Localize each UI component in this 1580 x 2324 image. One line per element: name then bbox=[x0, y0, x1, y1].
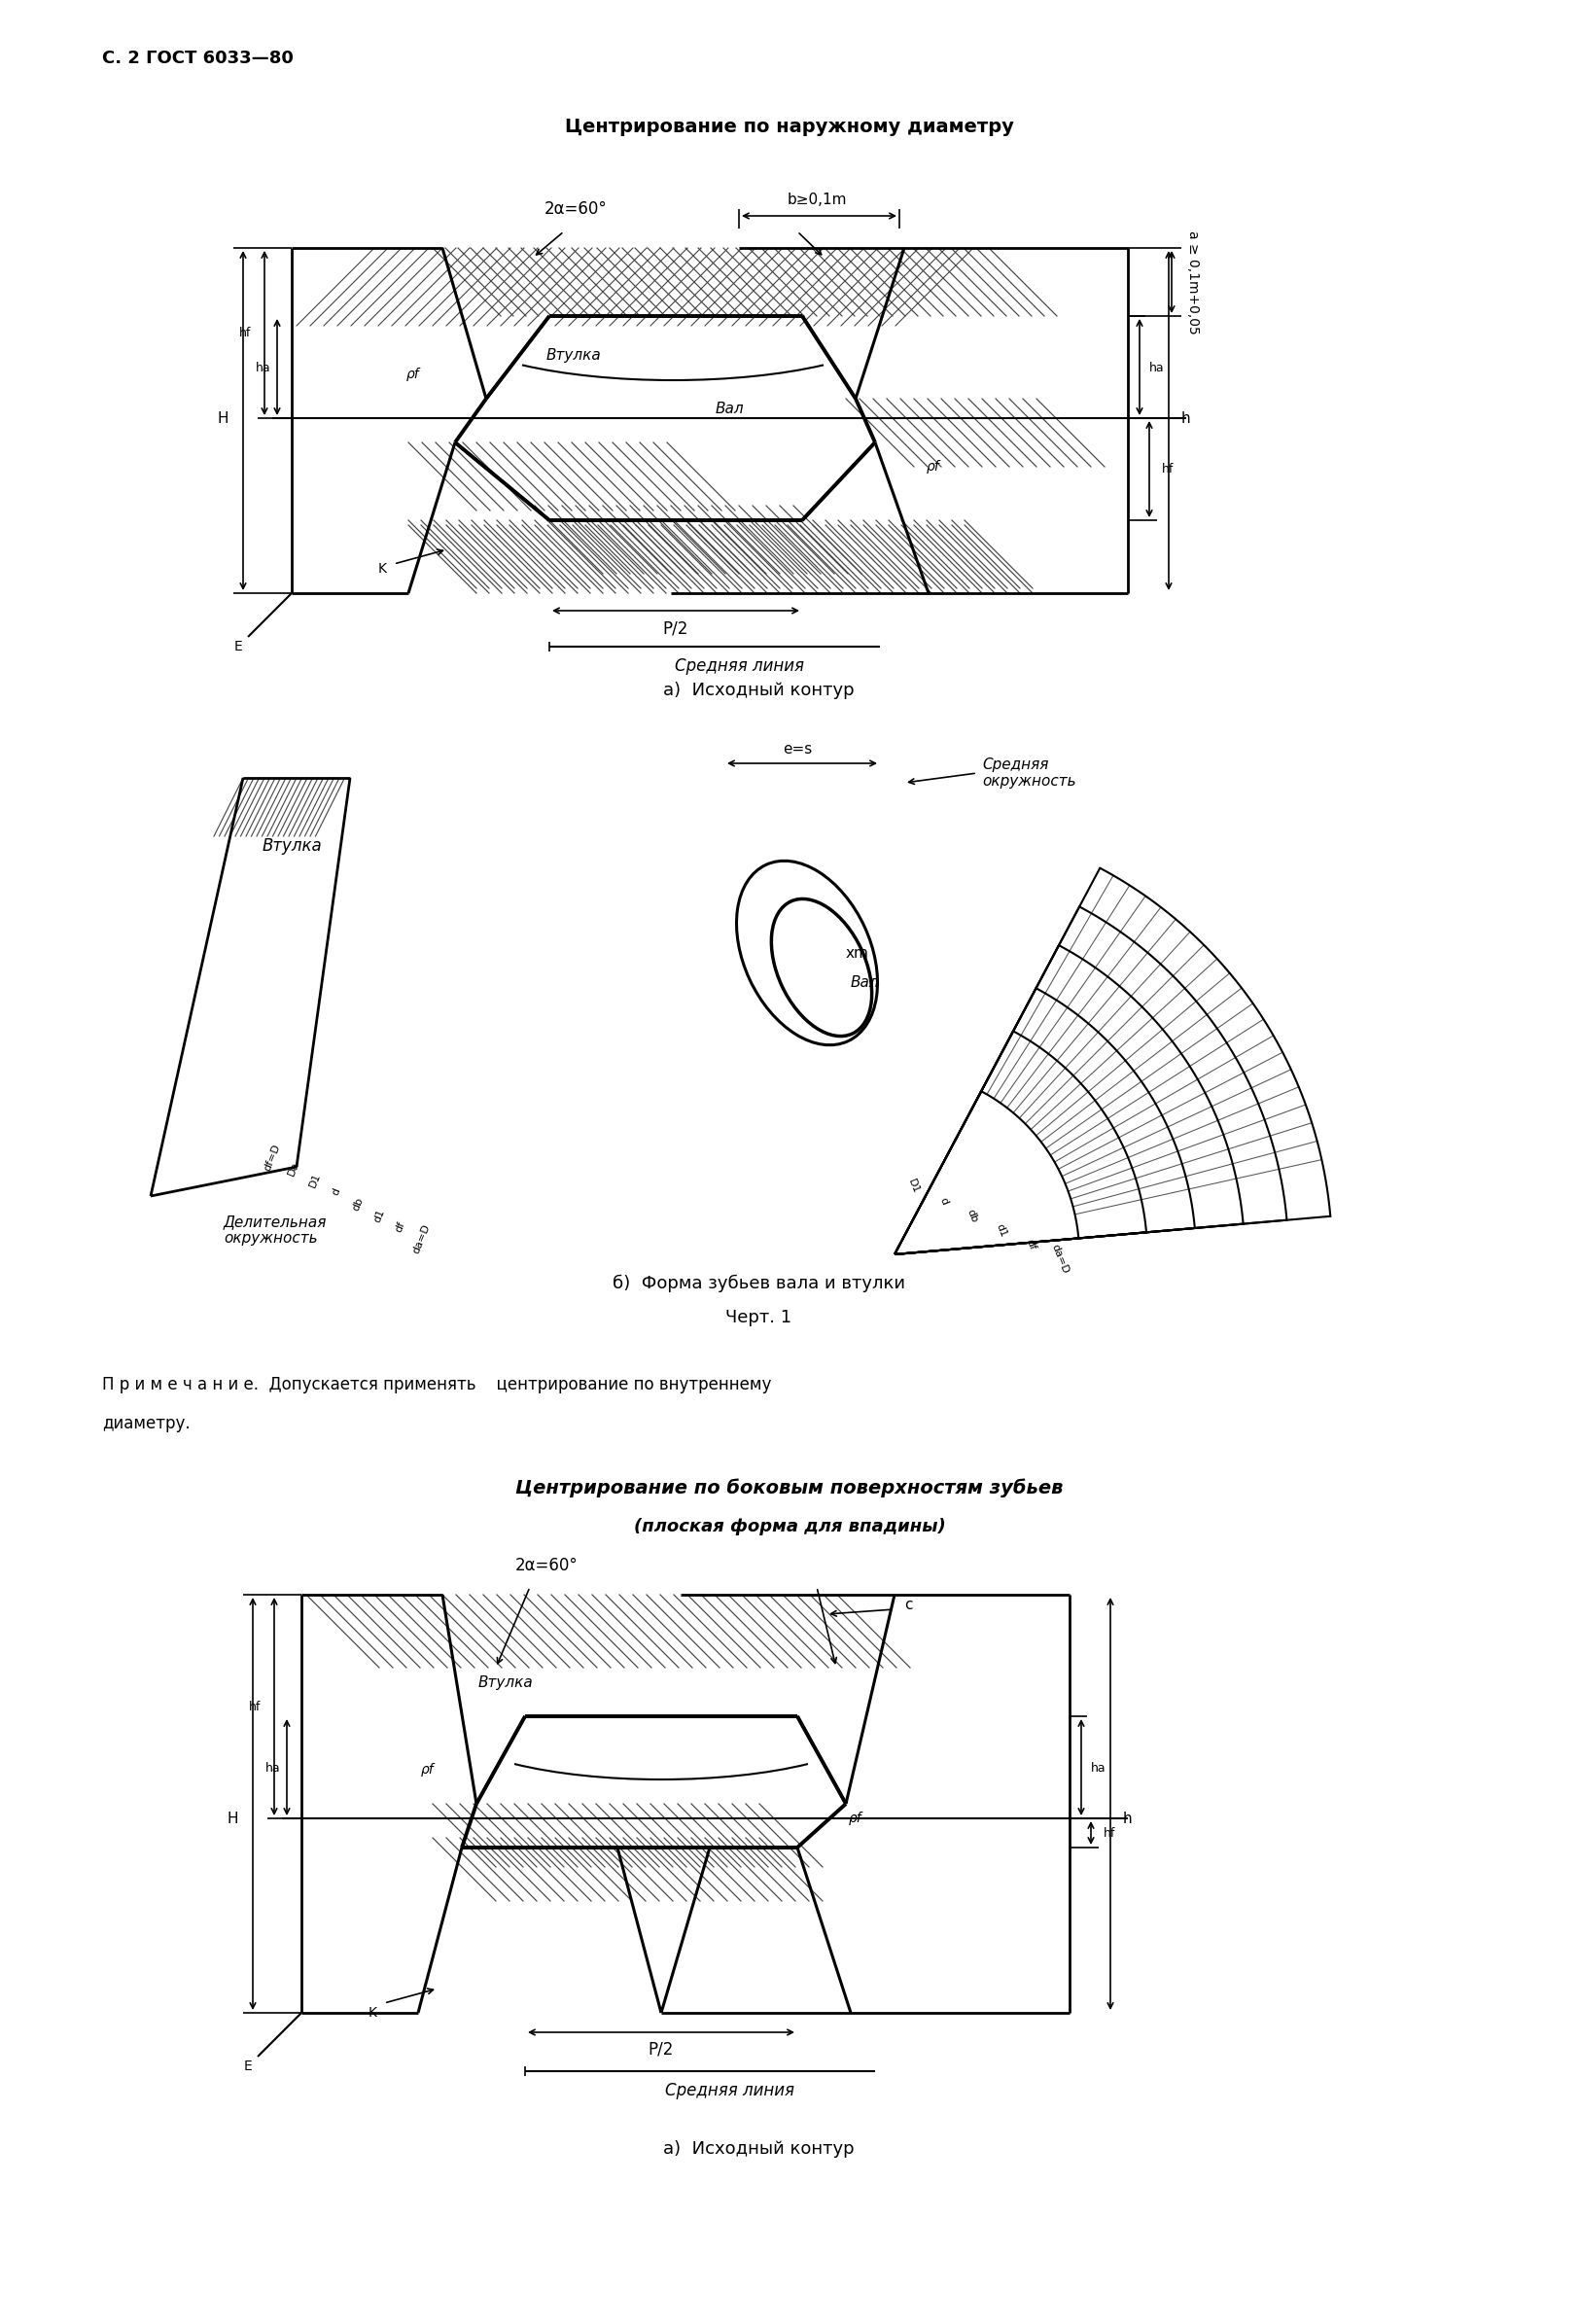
Text: Втулка: Втулка bbox=[547, 349, 602, 363]
Text: E: E bbox=[243, 2059, 253, 2073]
Text: hf: hf bbox=[1161, 462, 1174, 474]
Text: а)  Исходный контур: а) Исходный контур bbox=[664, 2140, 853, 2157]
Text: Черт. 1: Черт. 1 bbox=[725, 1308, 792, 1327]
Text: Вал: Вал bbox=[850, 974, 880, 990]
Text: df: df bbox=[393, 1220, 408, 1234]
Text: ha: ha bbox=[265, 1762, 280, 1773]
Text: K: K bbox=[368, 2006, 378, 2020]
Text: d: d bbox=[330, 1188, 343, 1197]
Text: Средняя линия: Средняя линия bbox=[665, 2082, 793, 2099]
Text: E: E bbox=[234, 639, 242, 653]
Text: h: h bbox=[1182, 411, 1191, 425]
Text: H: H bbox=[228, 1810, 239, 1827]
Text: hf: hf bbox=[248, 1701, 261, 1713]
Text: h: h bbox=[1123, 1810, 1133, 1827]
Text: P/2: P/2 bbox=[664, 621, 689, 637]
Text: d1: d1 bbox=[373, 1206, 386, 1225]
Text: Центрирование по наружному диаметру: Центрирование по наружному диаметру bbox=[566, 116, 1014, 135]
Text: ha: ha bbox=[1149, 360, 1164, 374]
Text: Втулка: Втулка bbox=[479, 1676, 532, 1690]
Text: (плоская форма для впадины): (плоская форма для впадины) bbox=[634, 1518, 945, 1536]
Text: da=D: da=D bbox=[412, 1222, 433, 1255]
Text: Центрирование по боковым поверхностям зубьев: Центрирование по боковым поверхностям зу… bbox=[515, 1478, 1063, 1497]
Text: da=D: da=D bbox=[1049, 1243, 1070, 1276]
Text: hf: hf bbox=[1103, 1827, 1115, 1838]
Text: c: c bbox=[904, 1597, 913, 1613]
Text: б)  Форма зубьев вала и втулки: б) Форма зубьев вала и втулки bbox=[611, 1274, 905, 1292]
Text: а)  Исходный контур: а) Исходный контур bbox=[664, 681, 853, 700]
Text: df: df bbox=[1024, 1239, 1036, 1253]
Text: df=D: df=D bbox=[262, 1141, 283, 1171]
Text: D1: D1 bbox=[308, 1171, 322, 1190]
Text: диаметру.: диаметру. bbox=[103, 1415, 190, 1432]
Text: Втулка: Втулка bbox=[262, 837, 322, 855]
Text: ρf: ρf bbox=[927, 460, 940, 474]
Text: e=s: e=s bbox=[782, 741, 812, 755]
Text: ha: ha bbox=[254, 360, 270, 374]
Text: P/2: P/2 bbox=[648, 2040, 675, 2059]
Text: ρf: ρf bbox=[848, 1810, 863, 1824]
Text: Средняя
окружность: Средняя окружность bbox=[983, 758, 1076, 788]
Text: d: d bbox=[937, 1197, 950, 1206]
Text: Делительная
окружность: Делительная окружность bbox=[224, 1215, 327, 1246]
Text: 2α=60°: 2α=60° bbox=[515, 1557, 578, 1573]
Text: H: H bbox=[218, 411, 229, 425]
Text: d1: d1 bbox=[994, 1222, 1008, 1239]
Text: Средняя линия: Средняя линия bbox=[675, 658, 804, 674]
Text: ρf: ρf bbox=[406, 367, 420, 381]
Text: С. 2 ГОСТ 6033—80: С. 2 ГОСТ 6033—80 bbox=[103, 49, 294, 67]
Text: ha: ha bbox=[1090, 1762, 1106, 1773]
Text: K: K bbox=[378, 562, 387, 576]
Text: Da: Da bbox=[286, 1160, 300, 1178]
Text: П р и м е ч а н и е.  Допускается применять    центрирование по внутреннему: П р и м е ч а н и е. Допускается применя… bbox=[103, 1376, 771, 1394]
Text: a ≥ 0,1m+0,05: a ≥ 0,1m+0,05 bbox=[1187, 230, 1199, 335]
Text: db: db bbox=[351, 1195, 365, 1213]
Text: b≥0,1m: b≥0,1m bbox=[787, 193, 847, 207]
Text: D1: D1 bbox=[907, 1178, 921, 1195]
Text: ρf: ρf bbox=[422, 1764, 434, 1776]
Text: xm: xm bbox=[845, 946, 869, 960]
Text: 2α=60°: 2α=60° bbox=[545, 200, 607, 218]
Text: Вал: Вал bbox=[714, 402, 744, 416]
Text: hf: hf bbox=[239, 325, 251, 339]
Text: db: db bbox=[965, 1206, 980, 1225]
